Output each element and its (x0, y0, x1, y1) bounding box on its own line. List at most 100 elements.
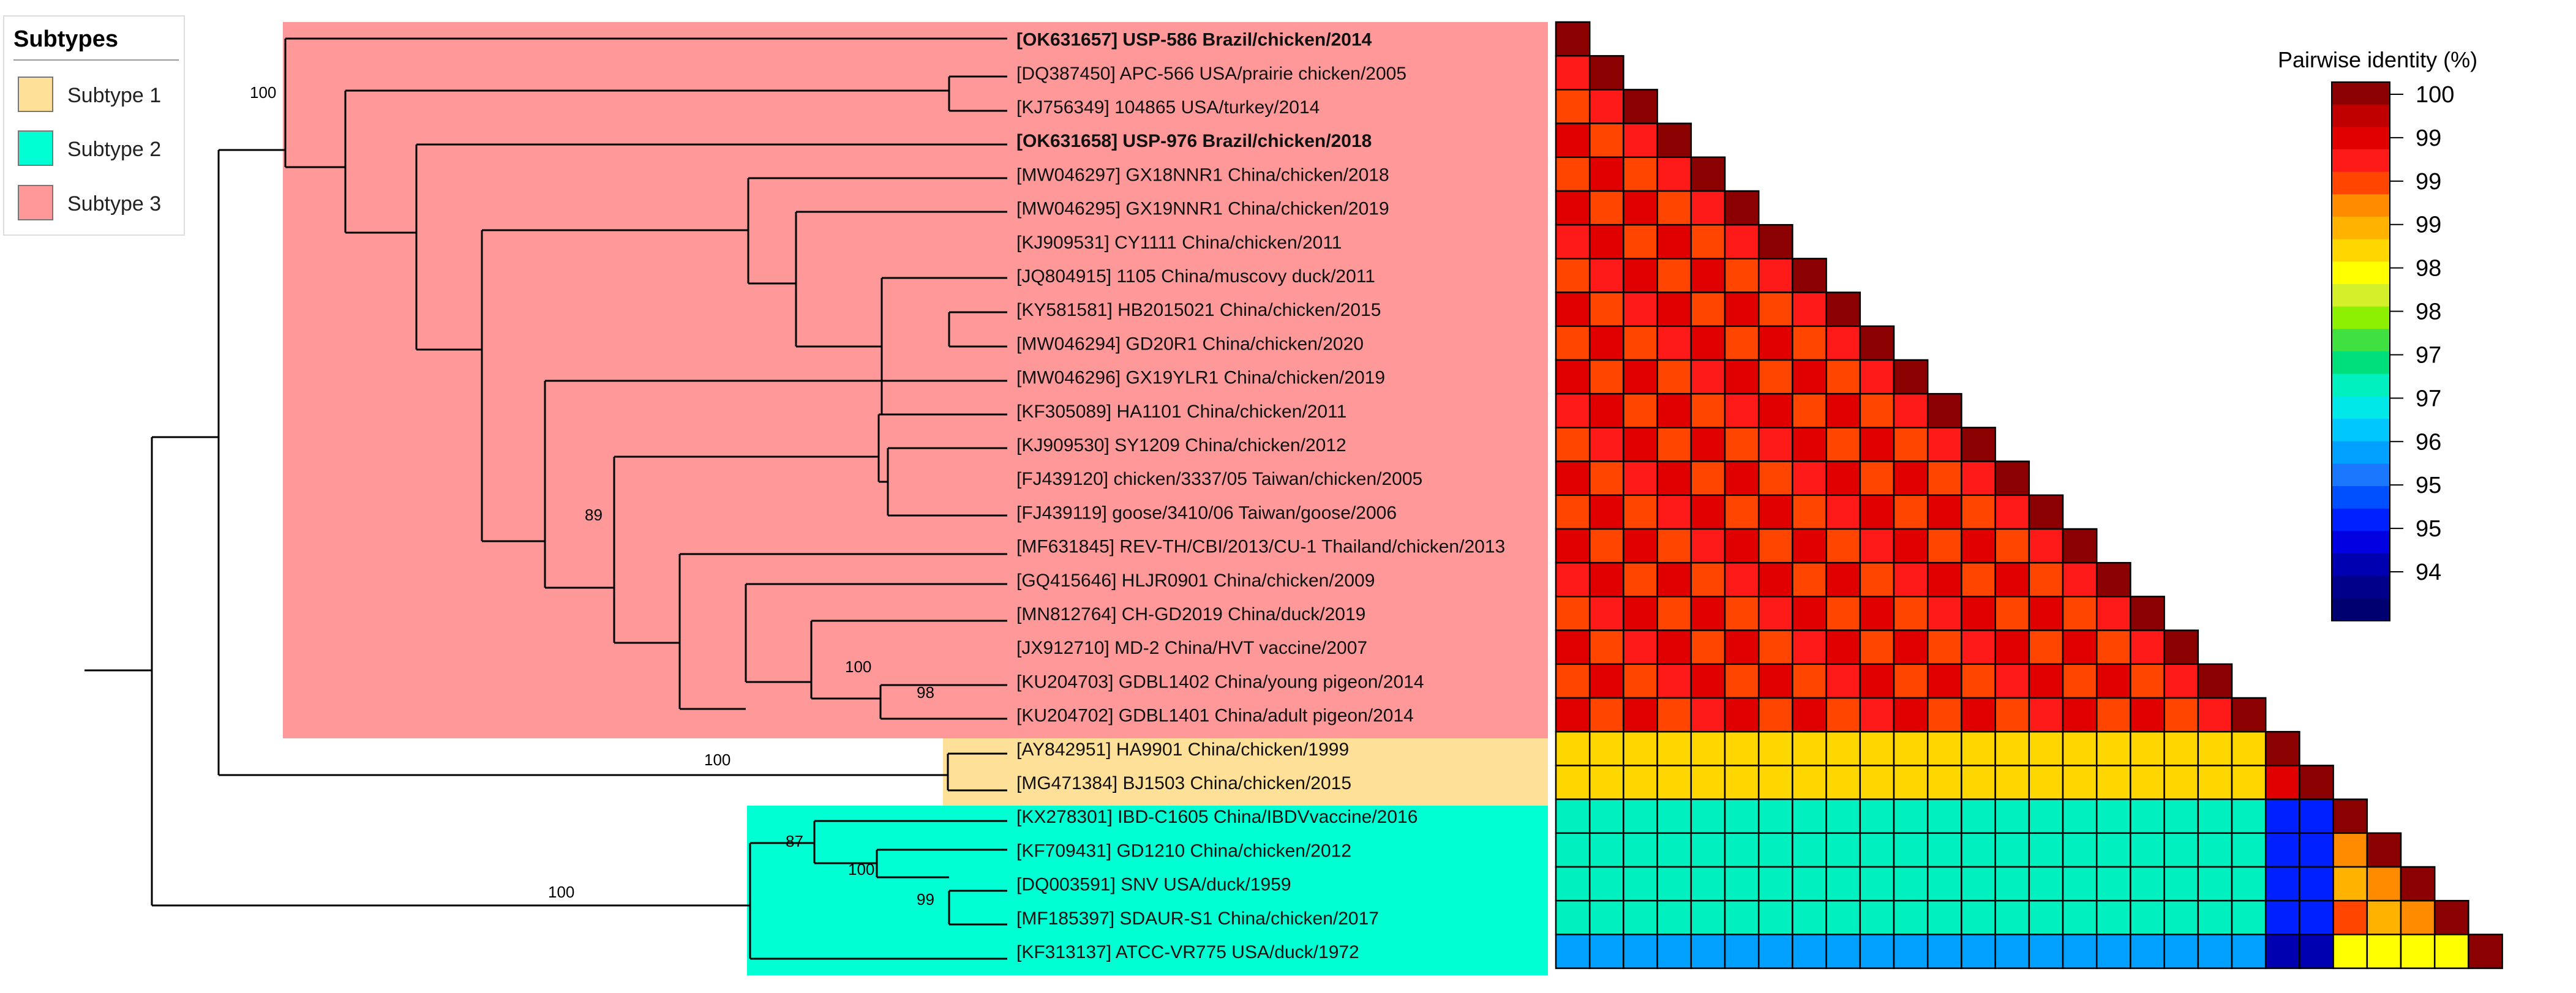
heatmap-cell (1623, 629, 1658, 665)
heatmap-cell (2062, 561, 2098, 598)
heatmap-cell (1724, 190, 1760, 226)
color-scale-segment (2332, 284, 2390, 307)
heatmap-cell (1825, 866, 1861, 902)
heatmap-cell (2163, 899, 2199, 935)
heatmap-cell (1994, 899, 2030, 935)
heatmap-cell (1690, 460, 1726, 496)
heatmap-cell (1825, 359, 1861, 395)
heatmap-cell (1656, 291, 1692, 328)
heatmap-cell (1859, 494, 1895, 530)
heatmap-cell (1623, 359, 1658, 395)
bootstrap-value: 99 (917, 890, 934, 909)
heatmap-cell (1792, 866, 1827, 902)
heatmap-cell (2433, 934, 2469, 969)
heatmap-cell (1555, 291, 1591, 328)
heatmap-cell (1656, 223, 1692, 260)
legend-label-subtype2: Subtype 2 (67, 138, 161, 161)
heatmap-cell (1825, 663, 1861, 699)
heatmap-cell (1555, 122, 1591, 159)
heatmap-cell (1757, 427, 1793, 462)
heatmap-cell (1893, 934, 1929, 969)
color-scale-segment (2332, 104, 2390, 127)
heatmap-cell (1656, 325, 1692, 361)
heatmap-cell (1926, 663, 1962, 699)
heatmap-cell (1623, 663, 1658, 699)
heatmap-cell (1623, 427, 1658, 462)
heatmap-cell (2095, 629, 2131, 665)
heatmap-cell (1825, 934, 1861, 969)
heatmap-cell (1656, 460, 1692, 496)
heatmap-cell (1623, 392, 1658, 429)
heatmap-cell (2163, 934, 2199, 969)
heatmap-cell (2163, 866, 2199, 902)
heatmap-cell (1555, 528, 1591, 564)
bootstrap-value: 100 (848, 860, 874, 879)
heatmap-cell (1893, 561, 1929, 598)
heatmap-cell (1588, 934, 1624, 969)
legend: Subtypes Subtype 1 Subtype 2 Subtype 3 (3, 15, 185, 236)
heatmap-cell (1555, 325, 1591, 361)
heatmap-cell (1588, 596, 1624, 631)
heatmap-cell (1724, 798, 1760, 834)
heatmap-cell (1961, 765, 1996, 800)
heatmap-cell (1926, 629, 1962, 665)
heatmap-cell (1757, 663, 1793, 699)
heatmap-cell (1893, 629, 1929, 665)
heatmap-cell (1961, 460, 1996, 496)
heatmap-cell (1555, 258, 1591, 293)
color-scale-segment (2332, 531, 2390, 554)
heatmap-cell (1690, 798, 1726, 834)
color-scale-ticks: 100 99 99 99 98 98 97 97 96 95 95 94 (2390, 82, 2454, 585)
heatmap-cell (1859, 629, 1895, 665)
heatmap-cell (1690, 392, 1726, 429)
heatmap-cell (2062, 663, 2098, 699)
heatmap-cell (1961, 494, 1996, 530)
heatmap-cell (1588, 528, 1624, 564)
heatmap-cell (2231, 832, 2267, 868)
heatmap-cell (1994, 494, 2030, 530)
heatmap-cell (1792, 359, 1827, 395)
heatmap-cell (1656, 765, 1692, 800)
heatmap-cell (1994, 663, 2030, 699)
color-scale-segment (2332, 441, 2390, 464)
heatmap-cell (2062, 798, 2098, 834)
heatmap-cell (1724, 629, 1760, 665)
heatmap-cell (1961, 697, 1996, 733)
heatmap-cell (1825, 629, 1861, 665)
heatmap-cell (1859, 325, 1895, 361)
heatmap-cell (1926, 697, 1962, 733)
heatmap-cell (2264, 866, 2300, 902)
legend-label-subtype3: Subtype 3 (67, 192, 161, 215)
heatmap-cell (1690, 866, 1726, 902)
heatmap-cell (1690, 629, 1726, 665)
taxon-label: [AY842951] HA9901 China/chicken/1999 (1016, 740, 1349, 760)
heatmap-cell (1724, 866, 1760, 902)
heatmap-cell (1555, 460, 1591, 496)
heatmap-cell (1825, 392, 1861, 429)
heatmap-cell (1792, 899, 1827, 935)
taxon-label: [MW046294] GD20R1 China/chicken/2020 (1016, 334, 1364, 354)
heatmap-cell (1792, 596, 1827, 631)
heatmap-cell (1859, 899, 1895, 935)
heatmap-cell (1724, 663, 1760, 699)
heatmap-cell (1859, 866, 1895, 902)
heatmap-cell (1926, 596, 1962, 631)
heatmap-cell (1792, 460, 1827, 496)
heatmap-cell (1825, 427, 1861, 462)
heatmap-cell (1757, 866, 1793, 902)
color-scale-segment (2332, 239, 2390, 262)
heatmap-cell (1690, 258, 1726, 293)
heatmap-cell (2366, 934, 2402, 969)
heatmap-cell (1757, 291, 1793, 328)
legend-swatch-subtype1 (18, 77, 53, 112)
heatmap-cell (1757, 561, 1793, 598)
taxon-label: [KY581581] HB2015021 China/chicken/2015 (1016, 300, 1381, 320)
heatmap-cell (1893, 359, 1929, 395)
heatmap-cell (1690, 765, 1726, 800)
heatmap-cell (1825, 460, 1861, 496)
heatmap-cell (2299, 798, 2334, 834)
heatmap-cell (2095, 866, 2131, 902)
heatmap-cell (2366, 866, 2402, 902)
legend-title: Subtypes (13, 26, 118, 52)
heatmap-cell (1757, 934, 1793, 969)
